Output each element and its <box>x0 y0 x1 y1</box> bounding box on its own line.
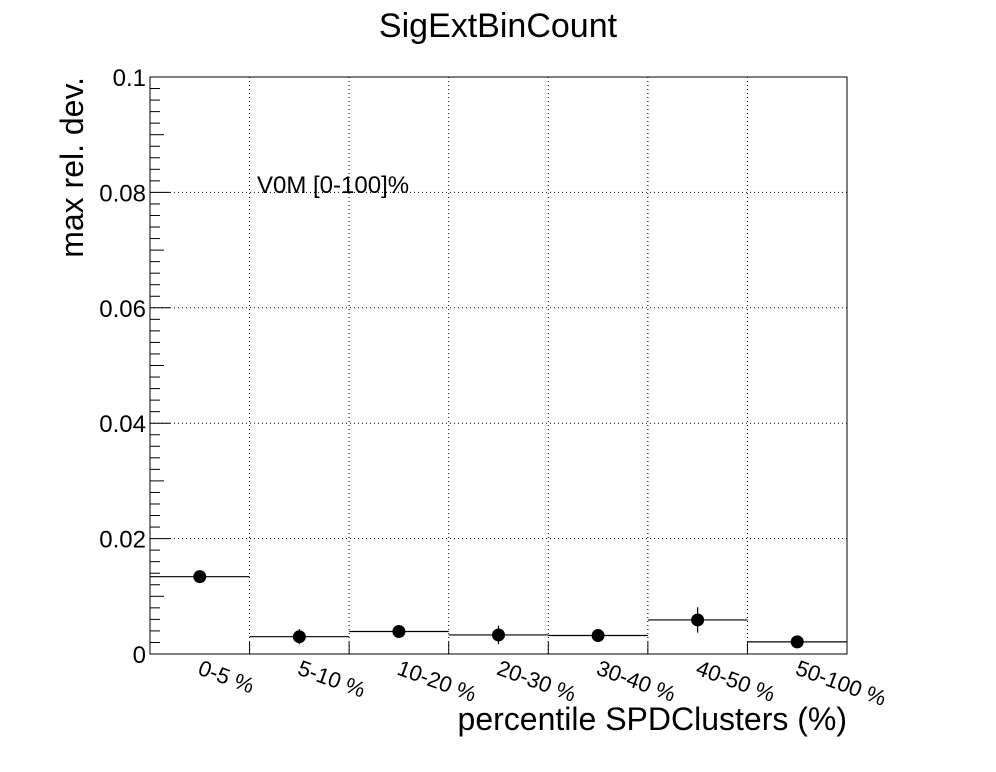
data-point <box>691 613 705 627</box>
x-tick-label: 30-40 % <box>593 655 679 707</box>
data-point <box>292 630 306 644</box>
y-tick-label: 0.02 <box>99 527 146 554</box>
x-tick-label: 20-30 % <box>494 655 580 707</box>
data-point <box>492 628 505 642</box>
plot-frame <box>149 76 848 655</box>
x-tick-label: 5-10 % <box>295 655 369 702</box>
y-tick-label: 0.08 <box>99 180 146 207</box>
data-points <box>193 570 804 649</box>
y-tick-label: 0.04 <box>99 411 146 438</box>
grid <box>150 77 847 654</box>
y-axis: 0 0.02 0.04 0.06 0.08 0.1 <box>99 65 170 669</box>
y-tick-label: 0 <box>133 642 146 669</box>
y-axis-label: max rel. dev. <box>54 77 90 258</box>
data-point <box>392 624 406 638</box>
data-point <box>790 635 804 649</box>
x-tick-label: 10-20 % <box>394 655 480 707</box>
chart-title: SigExtBinCount <box>379 7 618 45</box>
x-axis-label: percentile SPDClusters (%) <box>458 701 847 737</box>
x-tick-label: 0-5 % <box>195 655 258 698</box>
x-tick-label: 40-50 % <box>693 655 779 707</box>
y-tick-label: 0.1 <box>113 65 146 92</box>
data-point <box>193 570 207 584</box>
annotation-text: V0M [0-100]% <box>257 172 409 199</box>
y-tick-label: 0.06 <box>99 296 146 323</box>
data-point <box>591 629 605 643</box>
